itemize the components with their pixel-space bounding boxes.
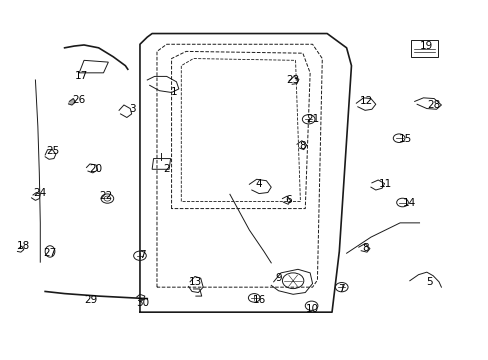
Text: 11: 11 [378,179,391,189]
Text: 10: 10 [305,303,319,314]
Text: 7: 7 [338,284,345,294]
Text: 18: 18 [17,241,30,251]
Text: 27: 27 [43,248,57,258]
Text: 7: 7 [139,250,145,260]
Text: 24: 24 [34,188,47,198]
Text: 8: 8 [299,141,305,151]
Text: 19: 19 [419,41,432,51]
Text: 30: 30 [136,298,149,308]
Text: 12: 12 [359,96,372,107]
Text: 15: 15 [398,134,411,144]
Text: 1: 1 [170,87,177,98]
Text: 16: 16 [252,295,265,305]
Text: 4: 4 [255,179,262,189]
Text: 14: 14 [403,198,416,208]
Text: 6: 6 [285,195,291,204]
Text: 22: 22 [99,191,112,201]
Text: 5: 5 [425,277,432,287]
Text: 8: 8 [362,243,368,253]
Text: 23: 23 [286,75,299,85]
Text: 13: 13 [189,277,202,287]
Text: 17: 17 [75,71,88,81]
Text: 28: 28 [427,100,440,110]
Text: 9: 9 [275,273,281,283]
Text: 26: 26 [72,95,85,105]
Text: 2: 2 [163,164,170,174]
Text: 3: 3 [129,104,136,113]
Text: 20: 20 [89,164,102,174]
Text: 25: 25 [46,147,59,157]
Text: 29: 29 [84,295,98,305]
Polygon shape [68,99,75,105]
Text: 21: 21 [305,114,319,124]
